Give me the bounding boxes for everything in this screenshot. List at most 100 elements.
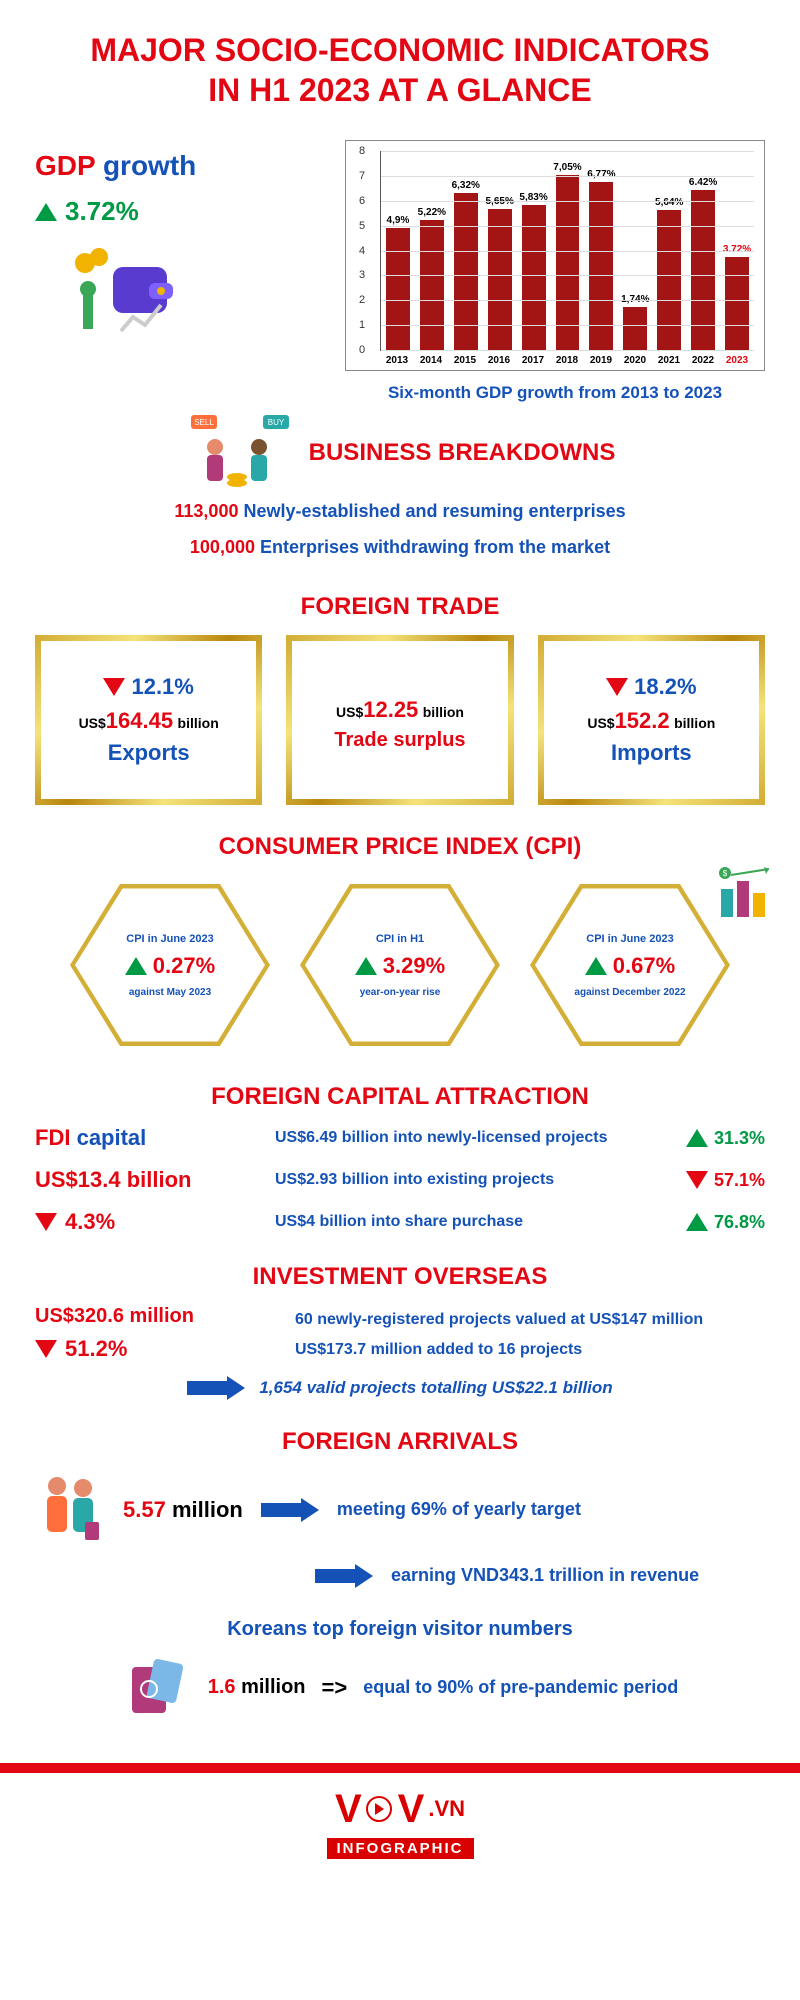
- footer-band: [0, 1763, 800, 1773]
- invest-overseas-title: INVESTMENT OVERSEAS: [35, 1263, 765, 1291]
- infographic-root: MAJOR SOCIO-ECONOMIC INDICATORS IN H1 20…: [0, 0, 800, 1723]
- cpi-row: $ CPI in June 20230.27%against May 2023C…: [35, 875, 765, 1055]
- imports-amt: 152.2: [615, 708, 670, 733]
- gdp-word: GDP: [35, 150, 95, 181]
- business-line1: 113,000 Newly-established and resuming e…: [35, 493, 765, 529]
- fdi-left-title: FDI capital: [35, 1125, 265, 1151]
- foreign-trade-title: FOREIGN TRADE: [35, 593, 765, 621]
- exports-amt: 164.45: [106, 708, 173, 733]
- fa-number: 5.57 million: [123, 1497, 243, 1523]
- surplus-amt: 12.25: [363, 697, 418, 722]
- inv-change-val: 51.2%: [65, 1336, 127, 1362]
- chart-caption: Six-month GDP growth from 2013 to 2023: [345, 383, 765, 403]
- fa-num-val: 5.57: [123, 1497, 166, 1522]
- exports-prefix: US$: [79, 715, 106, 731]
- passport-tickets-icon: [122, 1653, 192, 1723]
- fdi-row0-chg: 31.3%: [645, 1128, 765, 1149]
- imports-unit: billion: [674, 715, 715, 731]
- implies-icon: =>: [322, 1675, 348, 1701]
- play-icon: [366, 1796, 392, 1822]
- fdi-left-change-val: 4.3%: [65, 1209, 115, 1235]
- imports-box: 18.2% US$152.2 billion Imports: [538, 635, 765, 805]
- fdi-grid: FDI capital US$6.49 billion into newly-l…: [35, 1125, 765, 1235]
- inv-line0: 60 newly-registered projects valued at U…: [295, 1305, 765, 1335]
- business-line2: 100,000 Enterprises withdrawing from the…: [35, 529, 765, 565]
- surplus-amount: US$12.25 billion: [336, 697, 464, 723]
- vov-vn-text: .VN: [428, 1796, 465, 1822]
- down-triangle-icon: [606, 678, 628, 696]
- fdi-row2-text: US$4 billion into share purchase: [275, 1213, 635, 1231]
- fa-row2: earning VND343.1 trillion in revenue: [315, 1564, 765, 1588]
- fa-row1: 5.57 million meeting 69% of yearly targe…: [35, 1470, 765, 1550]
- business-title: BUSINESS BREAKDOWNS: [309, 439, 616, 467]
- title-line2: IN H1 2023 AT A GLANCE: [208, 72, 591, 108]
- inv-amount: US$320.6 million: [35, 1305, 265, 1328]
- chart-x-labels: 2013201420152016201720182019202020212022…: [380, 355, 754, 366]
- exports-unit: billion: [178, 715, 219, 731]
- fdi-row1-chg: 57.1%: [645, 1170, 765, 1191]
- fdi-title: FOREIGN CAPITAL ATTRACTION: [35, 1083, 765, 1111]
- surplus-prefix: US$: [336, 704, 363, 720]
- imports-prefix: US$: [587, 715, 614, 731]
- foreign-arrivals-title: FOREIGN ARRIVALS: [35, 1428, 765, 1456]
- fdi-row0-val: 31.3%: [714, 1128, 765, 1149]
- biz-text1: Newly-established and resuming enterpris…: [243, 501, 625, 521]
- gdp-chart: 4,9%5,22%6,32%5,65%5,83%7,05%6,77%1,74%5…: [345, 140, 765, 403]
- gdp-left: GDP growth 3.72%: [35, 140, 335, 345]
- chart-plot-area: 4,9%5,22%6,32%5,65%5,83%7,05%6,77%1,74%5…: [380, 151, 754, 351]
- gdp-value: 3.72%: [65, 196, 139, 227]
- exports-box: 12.1% US$164.45 billion Exports: [35, 635, 262, 805]
- inv-change: 51.2%: [35, 1336, 265, 1362]
- arrow-right-icon: [315, 1564, 373, 1588]
- fa-num-unit: million: [172, 1497, 243, 1522]
- down-triangle-icon: [686, 1171, 708, 1189]
- arrow-right-icon: [261, 1498, 319, 1522]
- fdi-row1-text: US$2.93 billion into existing projects: [275, 1171, 635, 1189]
- up-triangle-icon: [686, 1213, 708, 1231]
- imports-amount: US$152.2 billion: [587, 708, 715, 734]
- inv-line1: US$173.7 million added to 16 projects: [295, 1335, 765, 1365]
- surplus-unit: billion: [423, 704, 464, 720]
- kor-num-unit: million: [241, 1676, 305, 1698]
- exports-change-val: 12.1%: [131, 674, 193, 700]
- growth-word: growth: [103, 150, 196, 181]
- tourists-illustration-icon: [35, 1470, 105, 1550]
- down-triangle-icon: [35, 1213, 57, 1231]
- footer-label: INFOGRAPHIC: [327, 1838, 474, 1859]
- biz-text2: Enterprises withdrawing from the market: [260, 537, 610, 557]
- cpi-hexagon: CPI in June 20230.27%against May 2023: [70, 875, 270, 1055]
- down-triangle-icon: [103, 678, 125, 696]
- vov-brand-text: V: [335, 1787, 360, 1832]
- surplus-box: US$12.25 billion Trade surplus: [286, 635, 513, 805]
- capital-word: capital: [77, 1125, 147, 1150]
- kor-num-val: 1.6: [208, 1676, 236, 1698]
- koreans-title: Koreans top foreign visitor numbers: [35, 1618, 765, 1641]
- fdi-row1-val: 57.1%: [714, 1170, 765, 1191]
- fdi-row2-val: 76.8%: [714, 1212, 765, 1233]
- business-title-row: SELL BUY BUSINESS BREAKDOWNS: [35, 413, 765, 493]
- surplus-label: Trade surplus: [334, 729, 465, 752]
- cpi-hexagon: CPI in June 20230.67%against December 20…: [530, 875, 730, 1055]
- arrow-right-icon: [187, 1376, 245, 1400]
- biz-num1: 113,000: [174, 501, 238, 521]
- fdi-left-change: 4.3%: [35, 1209, 265, 1235]
- main-title: MAJOR SOCIO-ECONOMIC INDICATORS IN H1 20…: [35, 30, 765, 110]
- fa-line1: meeting 69% of yearly target: [337, 1499, 581, 1520]
- gdp-section: GDP growth 3.72% 4,9%5,22%6,3: [35, 140, 765, 403]
- invest-overseas-row: US$320.6 million 51.2% 60 newly-register…: [35, 1305, 765, 1366]
- fdi-row0-text: US$6.49 billion into newly-licensed proj…: [275, 1129, 635, 1147]
- inv-left: US$320.6 million 51.2%: [35, 1305, 265, 1362]
- business-lines: 113,000 Newly-established and resuming e…: [35, 493, 765, 565]
- up-triangle-icon: [686, 1129, 708, 1147]
- cpi-hexagon: CPI in H13.29%year-on-year rise: [300, 875, 500, 1055]
- koreans-number: 1.6 million: [208, 1676, 306, 1699]
- biz-num2: 100,000: [190, 537, 255, 557]
- exports-change: 12.1%: [103, 674, 193, 700]
- inv-summary-row: 1,654 valid projects totalling US$22.1 b…: [35, 1376, 765, 1400]
- svg-text:BUY: BUY: [267, 418, 284, 427]
- imports-change: 18.2%: [606, 674, 696, 700]
- gdp-value-row: 3.72%: [35, 196, 335, 227]
- gdp-label: GDP growth: [35, 150, 335, 182]
- koreans-text: equal to 90% of pre-pandemic period: [363, 1677, 678, 1698]
- fdi-word: FDI: [35, 1125, 70, 1150]
